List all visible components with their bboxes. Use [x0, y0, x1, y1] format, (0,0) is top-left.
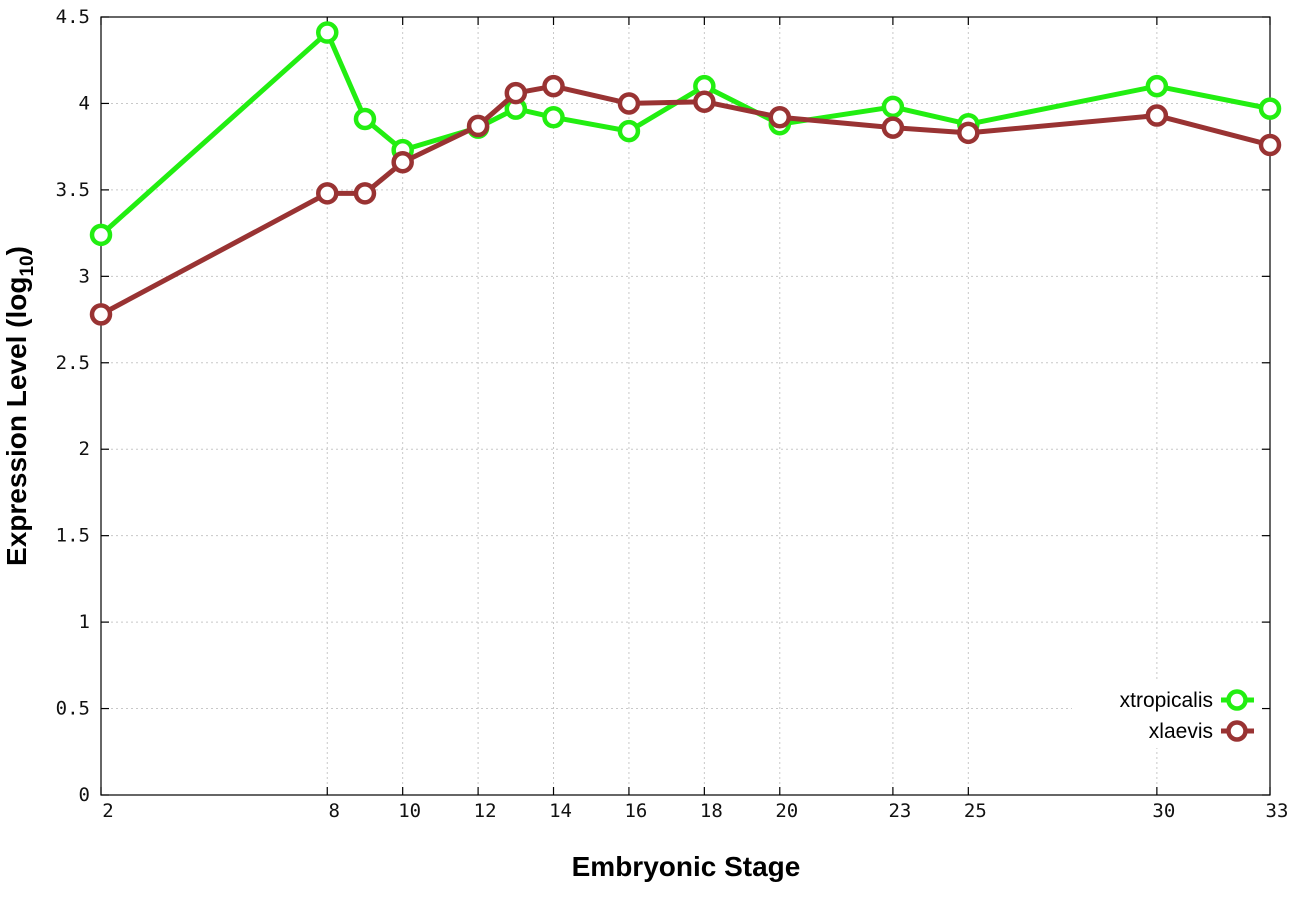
- y-axis-label-close: ): [1, 246, 32, 255]
- plot-frame: [100, 16, 1271, 796]
- series-line-xtropicalis: [99, 30, 1271, 237]
- data-point-xlaevis: [617, 92, 641, 115]
- data-point-xlaevis: [391, 150, 414, 174]
- x-axis-label: Embryonic Stage: [572, 851, 801, 882]
- x-tick-label: 18: [700, 800, 723, 822]
- data-point-xlaevis: [542, 74, 565, 98]
- series-line-xlaevis: [99, 83, 1271, 317]
- y-tick-label: 4: [79, 92, 90, 114]
- data-point-xlaevis: [1145, 104, 1169, 127]
- x-tick-label: 12: [474, 800, 497, 822]
- data-point-xtropicalis: [316, 21, 339, 44]
- data-point-xlaevis: [89, 303, 113, 326]
- y-tick-label: 0: [79, 784, 90, 806]
- series-layer: [89, 21, 1282, 326]
- data-point-xtropicalis: [1145, 74, 1169, 98]
- data-point-xtropicalis: [89, 223, 113, 247]
- y-tick-label: 3.5: [56, 179, 90, 201]
- x-tick-label: 30: [1152, 800, 1175, 822]
- y-axis-label-subscript: 10: [17, 255, 38, 276]
- series-xtropicalis: [89, 21, 1282, 247]
- x-tick-label: 8: [329, 800, 340, 822]
- x-tick-label: 14: [549, 800, 572, 822]
- x-tick-label: 2: [102, 800, 113, 822]
- data-point-xlaevis: [957, 121, 980, 145]
- grid-lines: [101, 17, 1270, 795]
- data-point-xtropicalis: [1258, 97, 1282, 120]
- x-tick-label: 10: [398, 800, 421, 822]
- axis-ticks: 2 8 10 12 14 16 18 20 23 25 30 33 0 0.5 1 1.5 2 2.5 3 3.5 4 4…: [56, 6, 1289, 822]
- y-tick-label: 1.5: [56, 525, 90, 547]
- legend-label-xtropicalis: xtropicalis: [1120, 689, 1213, 712]
- y-tick-label: 4.5: [56, 6, 90, 28]
- y-axis-label-main: Expression Level (log: [1, 277, 32, 566]
- y-tick-label: 3: [79, 265, 90, 287]
- y-tick-label: 2: [79, 438, 90, 460]
- data-point-xtropicalis: [542, 106, 565, 129]
- series-xlaevis: [89, 74, 1282, 326]
- y-axis-label: Expression Level (log10): [1, 246, 38, 566]
- data-point-xlaevis: [353, 182, 377, 205]
- data-point-xlaevis: [693, 90, 716, 113]
- data-point-xtropicalis: [881, 95, 905, 119]
- y-tick-label: 1: [79, 611, 90, 633]
- x-tick-label: 25: [964, 800, 987, 822]
- data-point-xlaevis: [1258, 133, 1282, 157]
- legend-marker-xtropicalis: [1226, 689, 1248, 711]
- legend: xtropicalis xlaevis: [1072, 680, 1262, 748]
- data-point-xtropicalis: [353, 107, 377, 131]
- y-tick-label: 2.5: [56, 352, 90, 374]
- x-tick-label: 16: [624, 800, 647, 822]
- legend-label-xlaevis: xlaevis: [1149, 720, 1213, 743]
- data-point-xlaevis: [466, 114, 490, 138]
- x-tick-label: 20: [775, 800, 798, 822]
- x-tick-label: 33: [1266, 800, 1289, 822]
- data-point-xtropicalis: [617, 119, 641, 143]
- x-tick-label: 23: [888, 800, 911, 822]
- data-point-xlaevis: [881, 116, 905, 139]
- data-point-xlaevis: [504, 81, 528, 105]
- data-point-xlaevis: [316, 182, 339, 205]
- y-tick-label: 0.5: [56, 698, 90, 720]
- legend-marker-xlaevis: [1226, 720, 1248, 742]
- data-point-xlaevis: [768, 106, 792, 129]
